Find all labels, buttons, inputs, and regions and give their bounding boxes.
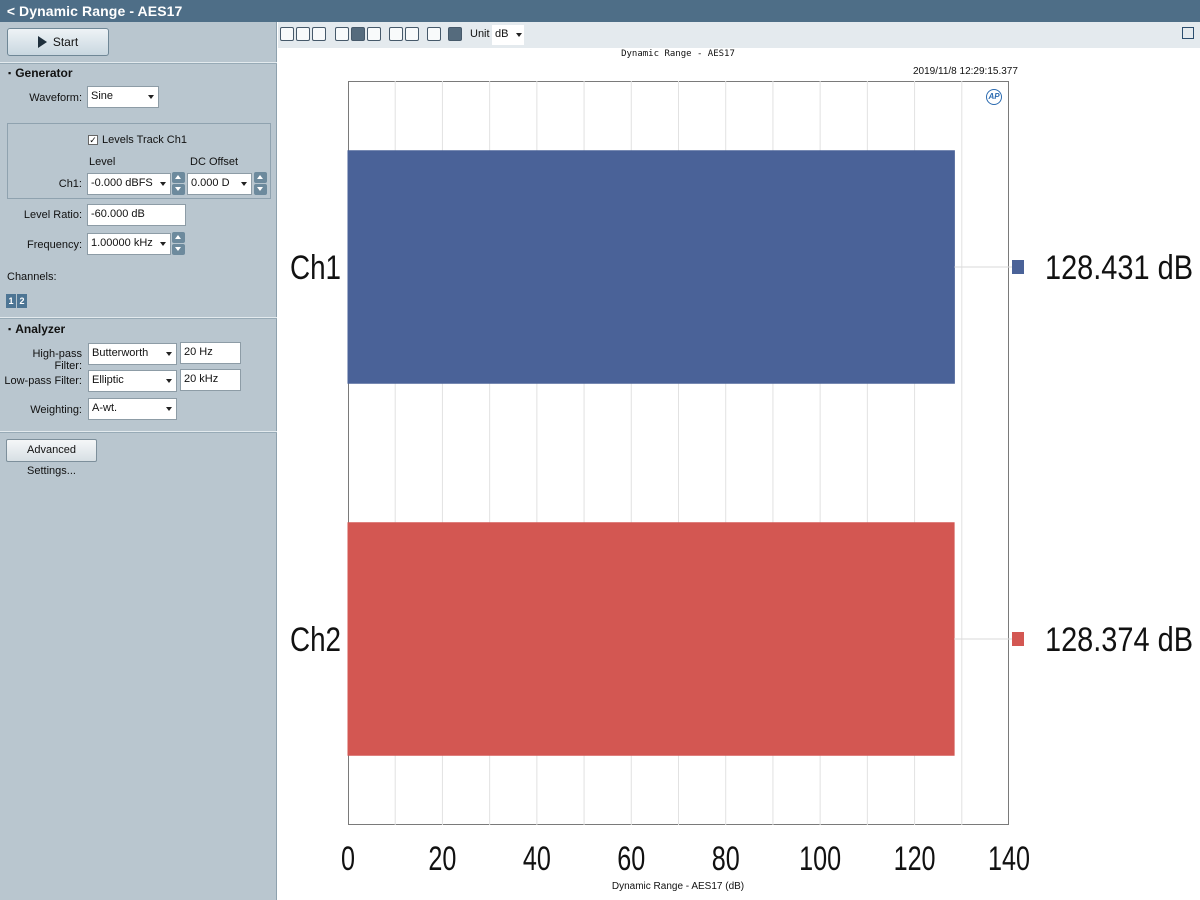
- level-groupbox: [7, 123, 271, 199]
- chevron-down-icon: [160, 242, 166, 246]
- divider: [0, 62, 277, 64]
- unit-label: Unit: [470, 28, 490, 40]
- up-arrow-icon[interactable]: [172, 232, 185, 243]
- x-tick-label: 60: [617, 840, 645, 878]
- x-tick-label: 20: [428, 840, 456, 878]
- chevron-down-icon: [148, 95, 154, 99]
- waveform-value: Sine: [91, 90, 114, 102]
- zoom-icon[interactable]: [335, 27, 349, 41]
- popout-icon[interactable]: [1182, 27, 1194, 39]
- ch1-level-field[interactable]: -0.000 dBFS: [87, 173, 171, 195]
- waveform-label: Waveform:: [29, 92, 82, 104]
- lowpass-freq-field[interactable]: 20 kHz: [180, 369, 241, 391]
- ch1-dc-offset-value: 0.000 D: [191, 177, 230, 189]
- channel-1-button[interactable]: 1: [6, 294, 16, 308]
- x-tick-label: 100: [799, 840, 841, 878]
- x-tick-label: 0: [341, 840, 355, 878]
- ch1-level-value: -0.000 dBFS: [91, 177, 153, 189]
- highpass-label: High-pass Filter:: [32, 348, 82, 372]
- back-icon[interactable]: <: [6, 3, 16, 19]
- weighting-value: A-wt.: [92, 402, 118, 414]
- x-axis-title: Dynamic Range - AES17 (dB): [611, 881, 745, 892]
- graph-style-icon[interactable]: [405, 27, 419, 41]
- highpass-type-value: Butterworth: [92, 347, 149, 359]
- ch1-level-stepper[interactable]: [172, 172, 185, 195]
- dc-offset-stepper[interactable]: [254, 172, 267, 195]
- bar: [347, 522, 955, 756]
- function-icon[interactable]: [427, 27, 441, 41]
- category-label: Ch2: [290, 621, 341, 659]
- table-icon[interactable]: [389, 27, 403, 41]
- timestamp: 2019/11/8 12:29:15.377: [913, 66, 1018, 77]
- highpass-type-select[interactable]: Butterworth: [88, 343, 177, 365]
- level-header: Level: [89, 156, 116, 168]
- pan-icon[interactable]: [351, 27, 365, 41]
- waveform-select[interactable]: Sine: [87, 86, 159, 108]
- weighting-select[interactable]: A-wt.: [88, 398, 177, 420]
- chevron-down-icon: [166, 379, 172, 383]
- unit-select[interactable]: dB: [492, 25, 524, 45]
- title-bar: < Dynamic Range - AES17: [0, 0, 1200, 22]
- ch1-dc-offset-field[interactable]: 0.000 D: [187, 173, 252, 195]
- value-label: 128.374 dB: [1045, 621, 1193, 659]
- chart-title: Dynamic Range - AES17: [621, 49, 735, 59]
- x-tick-label: 40: [523, 840, 551, 878]
- level-ratio-field[interactable]: -60.000 dB: [87, 204, 186, 226]
- advanced-settings-button[interactable]: Advanced Settings...: [6, 439, 97, 477]
- graph-toolbar: Unit dB: [278, 22, 1200, 48]
- down-arrow-icon[interactable]: [172, 184, 185, 195]
- analyzer-heading[interactable]: Analyzer: [8, 322, 65, 336]
- chevron-down-icon: [160, 182, 166, 186]
- start-label: Start: [52, 35, 79, 49]
- frequency-value: 1.00000 kHz: [91, 237, 153, 249]
- chevron-down-icon: [166, 407, 172, 411]
- category-label: Ch1: [290, 249, 341, 287]
- levels-track-checkbox[interactable]: ✓: [88, 135, 98, 145]
- lowpass-label: Low-pass Filter:: [4, 375, 82, 387]
- highpass-freq-field[interactable]: 20 Hz: [180, 342, 241, 364]
- unit-value: dB: [495, 28, 509, 40]
- play-icon: [37, 36, 47, 48]
- copy-icon[interactable]: [296, 27, 310, 41]
- legend-marker: [1012, 632, 1024, 646]
- print-icon[interactable]: [312, 27, 326, 41]
- level-ratio-label: Level Ratio:: [23, 209, 82, 221]
- ch1-label: Ch1:: [58, 178, 82, 190]
- divider: [0, 317, 277, 319]
- dc-offset-header: DC Offset: [190, 156, 239, 168]
- lowpass-type-select[interactable]: Elliptic: [88, 370, 177, 392]
- generator-heading[interactable]: Generator: [8, 66, 72, 80]
- chevron-down-icon: [166, 352, 172, 356]
- start-button[interactable]: Start: [7, 28, 109, 56]
- ap-logo-icon: AP: [986, 89, 1002, 105]
- legend-marker: [1012, 260, 1024, 274]
- fit-icon[interactable]: [367, 27, 381, 41]
- down-arrow-icon[interactable]: [172, 244, 185, 255]
- divider: [0, 431, 277, 433]
- channel-2-button[interactable]: 2: [17, 294, 27, 308]
- levels-track-label: Levels Track Ch1: [102, 134, 187, 146]
- frequency-label: Frequency:: [26, 239, 82, 251]
- up-arrow-icon[interactable]: [172, 172, 185, 183]
- value-label: 128.431 dB: [1045, 249, 1193, 287]
- window-title: Dynamic Range - AES17: [19, 3, 183, 19]
- frequency-field[interactable]: 1.00000 kHz: [87, 233, 171, 255]
- x-tick-label: 80: [712, 840, 740, 878]
- x-tick-label: 140: [988, 840, 1030, 878]
- save-icon[interactable]: [280, 27, 294, 41]
- chevron-down-icon: [241, 182, 247, 186]
- settings-panel: Start Generator Waveform: Sine ✓ Levels …: [0, 22, 277, 900]
- down-arrow-icon[interactable]: [254, 184, 267, 195]
- up-arrow-icon[interactable]: [254, 172, 267, 183]
- frequency-stepper[interactable]: [172, 232, 185, 255]
- settings-icon[interactable]: [448, 27, 462, 41]
- lowpass-type-value: Elliptic: [92, 374, 124, 386]
- chevron-down-icon: [516, 33, 522, 37]
- weighting-label: Weighting:: [30, 404, 82, 416]
- channels-label: Channels:: [7, 271, 57, 283]
- bar: [347, 150, 955, 384]
- x-tick-label: 120: [894, 840, 936, 878]
